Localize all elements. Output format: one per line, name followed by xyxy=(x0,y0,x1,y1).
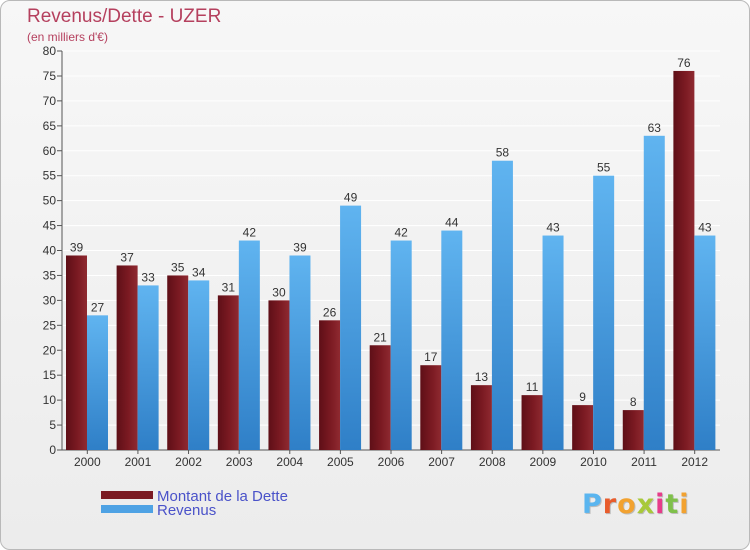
data-label-dette: 8 xyxy=(630,395,637,409)
bar-dette xyxy=(420,365,442,450)
bar-revenus xyxy=(694,235,716,450)
data-label-revenus: 63 xyxy=(648,121,662,135)
chart-title: Revenus/Dette - UZER xyxy=(27,6,222,27)
bar-dette xyxy=(572,405,594,450)
data-label-revenus: 42 xyxy=(243,226,257,240)
bar-revenus xyxy=(441,230,463,450)
bar-dette xyxy=(319,320,341,450)
legend-swatch-revenus xyxy=(101,505,153,513)
y-tick-label: 10 xyxy=(43,393,57,407)
x-tick-label: 2010 xyxy=(580,455,607,469)
x-tick-label: 2009 xyxy=(529,455,556,469)
x-tick-label: 2012 xyxy=(681,455,708,469)
y-tick-label: 65 xyxy=(43,119,57,133)
data-label-revenus: 55 xyxy=(597,161,611,175)
y-tick-label: 45 xyxy=(43,219,57,233)
y-tick-label: 55 xyxy=(43,169,57,183)
data-label-revenus: 39 xyxy=(293,240,307,254)
data-label-revenus: 42 xyxy=(395,226,409,240)
data-label-revenus: 27 xyxy=(91,300,105,314)
legend-swatch-dette xyxy=(101,491,153,499)
x-tick-label: 2003 xyxy=(226,455,253,469)
bar-revenus xyxy=(491,160,513,450)
y-tick-label: 30 xyxy=(43,293,57,307)
x-tick-label: 2001 xyxy=(125,455,152,469)
logo-letter: o xyxy=(617,489,637,520)
legend-label-revenus: Revenus xyxy=(157,502,217,519)
y-tick-label: 15 xyxy=(43,368,57,382)
data-label-dette: 13 xyxy=(475,370,489,384)
legend-label-dette: Montant de la Dette xyxy=(157,488,288,505)
bar-revenus xyxy=(289,255,311,450)
data-label-dette: 9 xyxy=(579,390,586,404)
data-label-dette: 11 xyxy=(526,380,539,394)
bar-revenus xyxy=(593,175,615,450)
data-label-revenus: 33 xyxy=(141,270,155,284)
data-label-revenus: 43 xyxy=(546,221,560,235)
logo-letter: i xyxy=(655,489,666,520)
bar-dette xyxy=(622,410,644,450)
logo-letter: t xyxy=(665,489,680,520)
data-label-dette: 31 xyxy=(222,280,236,294)
data-label-revenus: 34 xyxy=(192,265,206,279)
bar-dette xyxy=(268,300,290,450)
data-label-revenus: 49 xyxy=(344,191,358,205)
data-label-dette: 30 xyxy=(272,285,286,299)
bar-dette xyxy=(369,345,391,450)
y-tick-label: 70 xyxy=(43,94,57,108)
y-tick-label: 40 xyxy=(43,244,57,258)
x-tick-label: 2006 xyxy=(378,455,405,469)
y-tick-label: 75 xyxy=(43,69,57,83)
bar-revenus xyxy=(542,235,564,450)
bar-dette xyxy=(66,255,87,450)
bar-revenus xyxy=(390,240,412,450)
bar-revenus xyxy=(87,315,108,450)
logo-letter: i xyxy=(679,489,690,520)
x-tick-label: 2005 xyxy=(327,455,354,469)
chart-subtitle: (en milliers d'€) xyxy=(27,30,108,44)
data-label-revenus: 43 xyxy=(698,221,712,235)
y-tick-label: 50 xyxy=(43,194,57,208)
x-tick-label: 2004 xyxy=(276,455,303,469)
x-tick-label: 2011 xyxy=(631,455,657,469)
bar-revenus xyxy=(188,280,210,450)
bar-dette xyxy=(116,265,138,450)
bar-revenus xyxy=(643,135,665,450)
data-label-dette: 35 xyxy=(171,260,185,274)
y-tick-label: 80 xyxy=(43,44,57,58)
data-label-revenus: 44 xyxy=(445,216,459,230)
bar-revenus xyxy=(238,240,260,450)
logo-letter: r xyxy=(602,489,618,520)
bar-dette xyxy=(673,70,695,450)
bar-dette xyxy=(167,275,189,450)
logo-letter: P xyxy=(582,489,603,520)
bar-revenus xyxy=(137,285,159,450)
bar-dette xyxy=(217,295,239,450)
logo-letter: x xyxy=(636,489,656,520)
bar-dette xyxy=(521,395,543,450)
x-tick-label: 2002 xyxy=(175,455,202,469)
data-label-dette: 37 xyxy=(120,250,134,264)
data-label-dette: 26 xyxy=(323,305,337,319)
y-tick-label: 5 xyxy=(49,418,56,432)
bar-dette xyxy=(470,385,492,450)
x-tick-label: 2000 xyxy=(74,455,101,469)
y-tick-label: 35 xyxy=(43,268,57,282)
bar-revenus xyxy=(340,205,362,450)
x-tick-label: 2007 xyxy=(428,455,455,469)
y-tick-label: 25 xyxy=(43,318,57,332)
x-tick-label: 2008 xyxy=(479,455,506,469)
y-tick-label: 20 xyxy=(43,343,57,357)
data-label-dette: 39 xyxy=(70,240,84,254)
y-tick-label: 0 xyxy=(49,443,56,457)
proxiti-logo: Proxiti xyxy=(582,489,690,520)
data-label-dette: 76 xyxy=(677,56,691,70)
data-label-dette: 21 xyxy=(374,330,388,344)
data-label-revenus: 58 xyxy=(496,146,510,160)
y-tick-label: 60 xyxy=(43,144,57,158)
data-label-dette: 17 xyxy=(424,350,438,364)
